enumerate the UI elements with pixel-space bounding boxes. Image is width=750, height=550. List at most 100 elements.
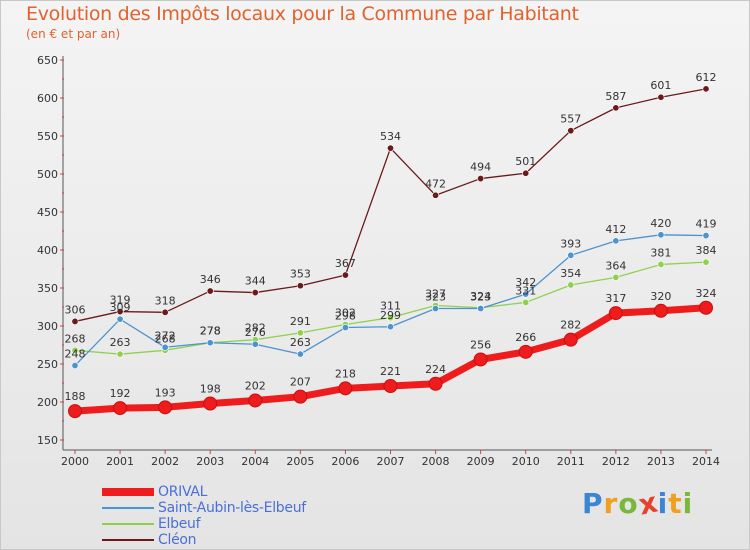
data-label: 612 xyxy=(696,71,717,84)
data-label: 224 xyxy=(425,363,446,376)
data-point xyxy=(428,376,443,391)
x-tick-label: 2004 xyxy=(241,455,269,468)
data-label: 354 xyxy=(560,267,581,280)
data-label: 557 xyxy=(560,113,581,126)
chart-subtitle: (en € et par an) xyxy=(26,27,121,41)
data-point xyxy=(612,237,620,245)
data-point xyxy=(251,340,259,348)
chart-title: Evolution des Impôts locaux pour la Comm… xyxy=(26,3,579,25)
legend-label: ORIVAL xyxy=(158,484,208,500)
data-label: 198 xyxy=(200,383,221,396)
data-label: 218 xyxy=(335,367,356,380)
data-label: 353 xyxy=(290,268,311,281)
y-tick-label: 650 xyxy=(37,54,58,67)
data-point xyxy=(161,343,169,351)
data-point xyxy=(158,400,173,415)
y-tick-label: 600 xyxy=(37,92,58,105)
proxiti-logo: Proxiti xyxy=(582,485,694,521)
data-label: 202 xyxy=(245,379,266,392)
data-point xyxy=(567,127,575,135)
data-point xyxy=(657,260,665,268)
data-point xyxy=(522,298,530,306)
y-tick-label: 400 xyxy=(37,244,58,257)
data-point xyxy=(386,323,394,331)
data-point xyxy=(477,305,485,313)
y-tick-label: 300 xyxy=(37,320,58,333)
data-point xyxy=(116,315,124,323)
data-label: 272 xyxy=(155,329,176,342)
data-label: 263 xyxy=(290,336,311,349)
legend-item: Saint-Aubin-lès-Elbeuf xyxy=(102,500,306,516)
data-point xyxy=(203,396,218,411)
data-label: 324 xyxy=(696,287,717,300)
data-point xyxy=(338,381,353,396)
data-point xyxy=(341,271,349,279)
data-label: 472 xyxy=(425,177,446,190)
data-label: 534 xyxy=(380,130,401,143)
data-label: 344 xyxy=(245,275,266,288)
series-lines xyxy=(68,85,713,419)
data-label: 412 xyxy=(605,223,626,236)
data-point xyxy=(522,169,530,177)
x-tick-label: 2008 xyxy=(422,455,450,468)
data-point xyxy=(518,344,533,359)
data-label: 494 xyxy=(470,161,491,174)
data-label: 320 xyxy=(650,290,671,303)
x-tick-label: 2014 xyxy=(692,455,720,468)
y-tick-label: 200 xyxy=(37,396,58,409)
data-point xyxy=(113,401,128,416)
x-tick-label: 2013 xyxy=(647,455,675,468)
data-point xyxy=(567,281,575,289)
x-tick-label: 2003 xyxy=(196,455,224,468)
data-point xyxy=(296,350,304,358)
data-label: 248 xyxy=(65,348,86,361)
x-tick-label: 2005 xyxy=(286,455,314,468)
y-tick-label: 500 xyxy=(37,168,58,181)
data-label: 278 xyxy=(200,325,221,338)
data-label: 384 xyxy=(696,244,717,257)
data-point xyxy=(657,93,665,101)
data-label: 188 xyxy=(65,390,86,403)
data-label: 342 xyxy=(515,276,536,289)
data-label: 420 xyxy=(650,217,671,230)
data-label: 299 xyxy=(380,309,401,322)
data-label: 601 xyxy=(650,79,671,92)
data-label: 207 xyxy=(290,376,311,389)
data-label: 193 xyxy=(155,386,176,399)
data-point xyxy=(116,308,124,316)
data-point xyxy=(432,305,440,313)
data-point xyxy=(71,317,79,325)
data-label: 393 xyxy=(560,237,581,250)
data-point xyxy=(567,251,575,259)
data-point xyxy=(161,308,169,316)
data-label: 381 xyxy=(650,246,671,259)
data-point xyxy=(206,287,214,295)
x-tick-label: 2007 xyxy=(377,455,405,468)
data-label: 309 xyxy=(110,301,131,314)
data-point xyxy=(657,231,665,239)
x-tick-label: 2001 xyxy=(106,455,134,468)
x-tick-label: 2009 xyxy=(467,455,495,468)
logo-letter: i xyxy=(657,487,669,520)
data-label: 298 xyxy=(335,310,356,323)
data-label: 306 xyxy=(65,303,86,316)
logo-letter: i xyxy=(682,487,694,520)
data-label: 346 xyxy=(200,273,221,286)
data-point xyxy=(612,273,620,281)
data-point xyxy=(386,144,394,152)
data-label: 268 xyxy=(155,332,176,345)
data-point xyxy=(71,346,79,354)
data-label: 278 xyxy=(200,325,221,338)
data-label: 192 xyxy=(110,387,131,400)
data-label: 331 xyxy=(515,284,536,297)
data-point xyxy=(386,314,394,322)
data-point xyxy=(702,232,710,240)
x-tick-label: 2006 xyxy=(331,455,359,468)
data-label: 587 xyxy=(605,90,626,103)
legend-label: Saint-Aubin-lès-Elbeuf xyxy=(158,500,306,516)
data-label: 327 xyxy=(425,287,446,300)
data-label: 319 xyxy=(110,294,131,307)
legend-item: ORIVAL xyxy=(102,484,306,500)
y-tick-label: 250 xyxy=(37,358,58,371)
